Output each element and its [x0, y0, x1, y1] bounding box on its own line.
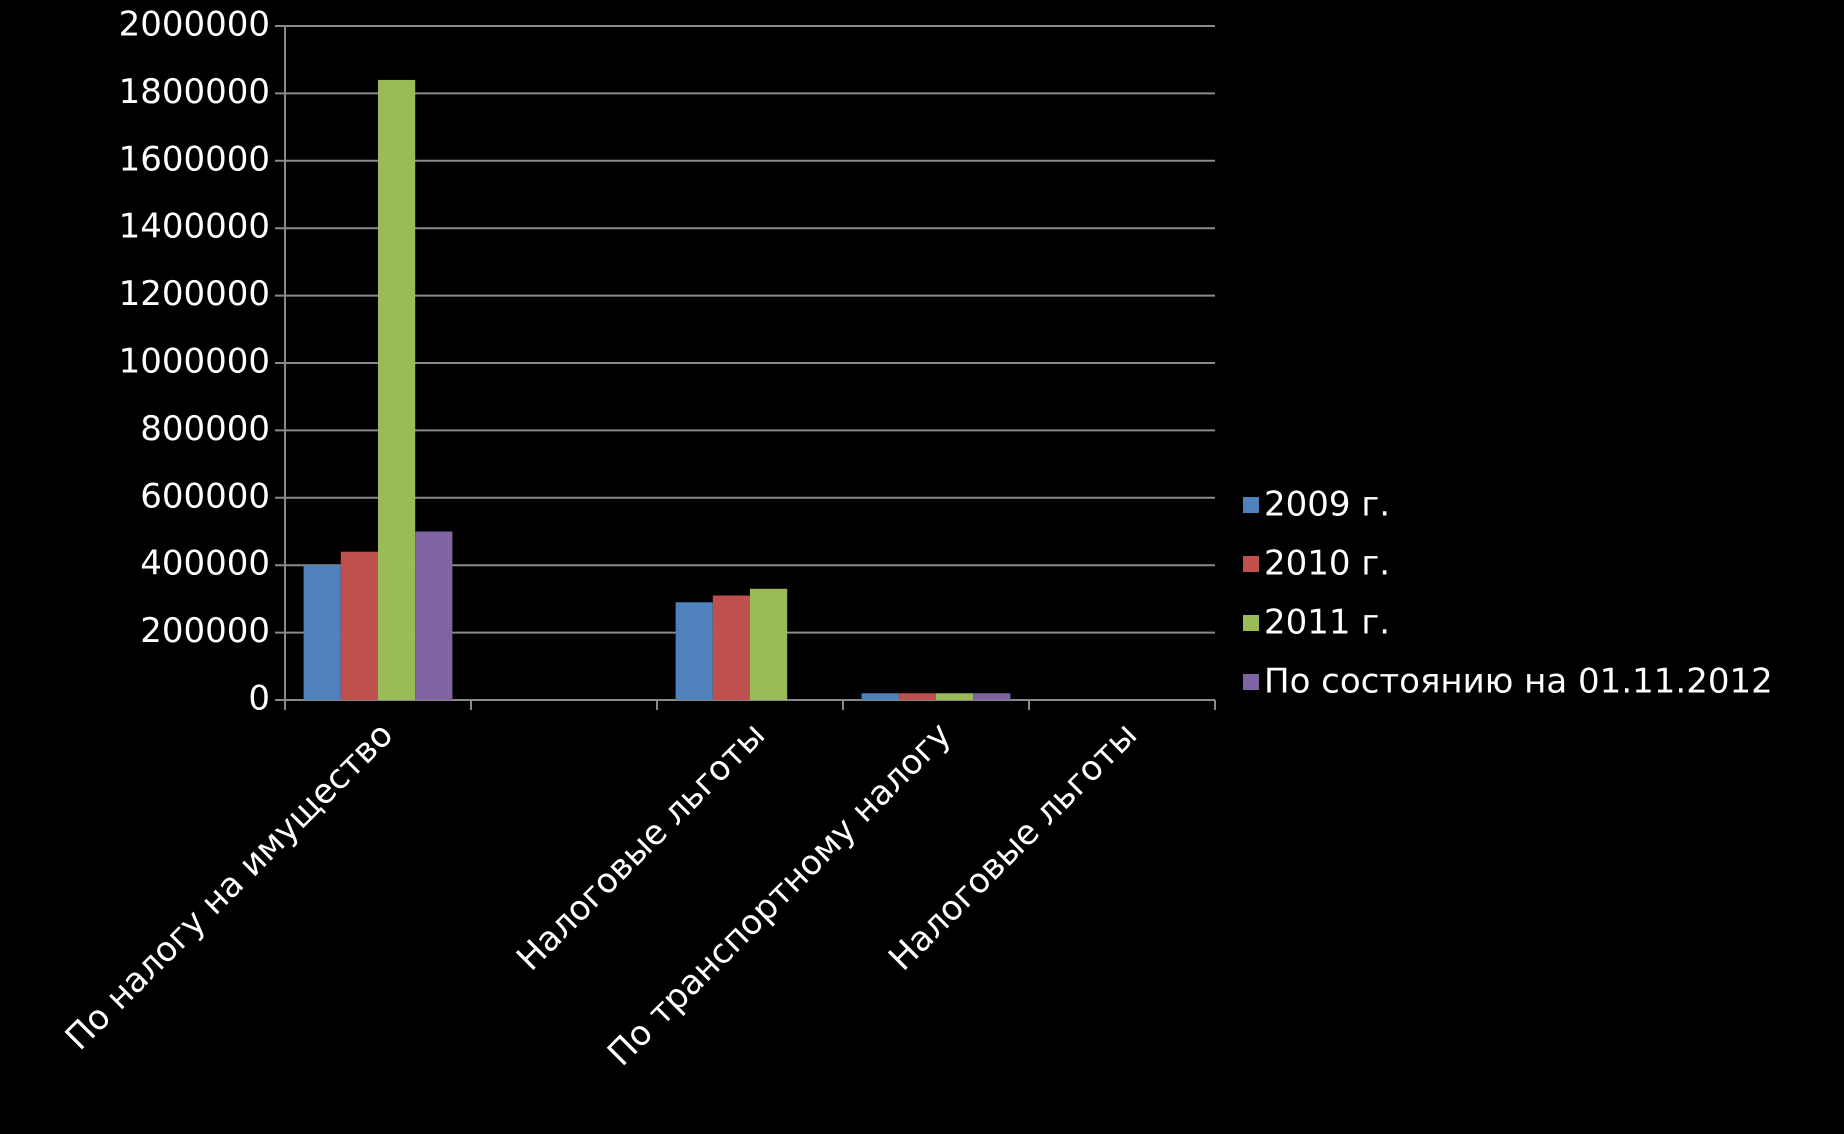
legend-label: 2009 г. [1264, 485, 1390, 525]
y-tick-label: 400000 [140, 544, 270, 584]
legend-swatch [1243, 674, 1259, 690]
bar [898, 693, 936, 700]
y-tick-label: 1400000 [119, 207, 270, 247]
bar [973, 693, 1011, 700]
y-tick-label: 1600000 [119, 139, 270, 179]
legend-swatch [1243, 556, 1259, 572]
y-tick-label: 1800000 [119, 72, 270, 112]
x-tick-label: По налогу на имущество [58, 715, 401, 1058]
legend-label: 2010 г. [1264, 544, 1390, 584]
bar [378, 79, 416, 701]
x-tick-label: По транспортному налогу [600, 715, 959, 1074]
bar [415, 531, 453, 700]
y-tick-label: 800000 [140, 409, 270, 449]
legend-label: 2011 г. [1264, 603, 1390, 643]
y-tick-label: 1200000 [119, 274, 270, 314]
y-tick-label: 2000000 [119, 5, 270, 45]
bar [936, 693, 974, 700]
legend-label: По состоянию на 01.11.2012 [1264, 662, 1773, 702]
bar [340, 551, 378, 700]
bar [675, 602, 713, 700]
y-tick-label: 200000 [140, 611, 270, 651]
bar [750, 588, 788, 700]
legend-swatch [1243, 615, 1259, 631]
bar [712, 595, 750, 700]
legend-swatch [1243, 497, 1259, 513]
bar [861, 693, 899, 700]
bar [303, 565, 341, 700]
y-tick-label: 1000000 [119, 342, 270, 382]
y-tick-label: 600000 [140, 476, 270, 516]
y-tick-label: 0 [248, 679, 270, 719]
